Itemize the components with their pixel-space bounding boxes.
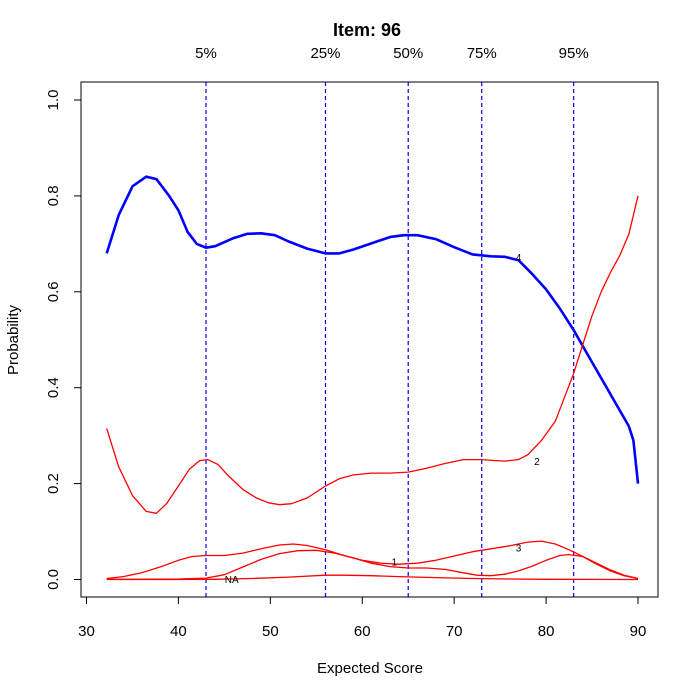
quantile-label: 25% bbox=[310, 45, 340, 62]
x-tick-label: 70 bbox=[446, 623, 463, 640]
y-tick-label: 0.2 bbox=[45, 473, 62, 494]
x-tick-label: 30 bbox=[78, 623, 95, 640]
x-tick-label: 40 bbox=[170, 623, 187, 640]
x-axis-title: Expected Score bbox=[317, 660, 423, 677]
series-line-1 bbox=[106, 540, 639, 580]
y-tick-label: 0.4 bbox=[45, 377, 62, 398]
series-label: 3 bbox=[516, 543, 522, 554]
series-line-3 bbox=[106, 549, 639, 580]
y-axis: 0.0 0.2 0.4 0.6 0.8 1.0 bbox=[45, 90, 82, 590]
quantile-label: 95% bbox=[559, 45, 589, 62]
quantile-label: 50% bbox=[393, 45, 423, 62]
x-tick-label: 80 bbox=[538, 623, 555, 640]
series-layer: 4 2 1 3 NA bbox=[105, 175, 640, 586]
y-tick-label: 0.8 bbox=[45, 185, 62, 206]
series-line-4 bbox=[105, 175, 640, 484]
series-line-NA bbox=[106, 574, 639, 581]
series-label: 4 bbox=[516, 253, 522, 264]
x-tick-label: 90 bbox=[630, 623, 647, 640]
quantile-layer: 5% 25% 50% 75% 95% bbox=[195, 45, 589, 597]
x-tick-label: 60 bbox=[354, 623, 371, 640]
x-axis: 30 40 50 60 70 80 90 bbox=[78, 596, 647, 640]
y-tick-label: 0.6 bbox=[45, 281, 62, 302]
x-tick-label: 50 bbox=[262, 623, 279, 640]
series-line-2 bbox=[106, 195, 639, 514]
plot-frame bbox=[80, 81, 659, 598]
chart-title: Item: 96 bbox=[333, 20, 401, 40]
series-label: NA bbox=[225, 575, 239, 586]
series-label: 2 bbox=[534, 457, 540, 468]
series-label: 1 bbox=[392, 558, 398, 569]
y-tick-label: 0.0 bbox=[45, 569, 62, 590]
y-tick-label: 1.0 bbox=[45, 90, 62, 111]
quantile-label: 75% bbox=[467, 45, 497, 62]
y-axis-title: Probability bbox=[5, 304, 22, 375]
quantile-label: 5% bbox=[195, 45, 217, 62]
